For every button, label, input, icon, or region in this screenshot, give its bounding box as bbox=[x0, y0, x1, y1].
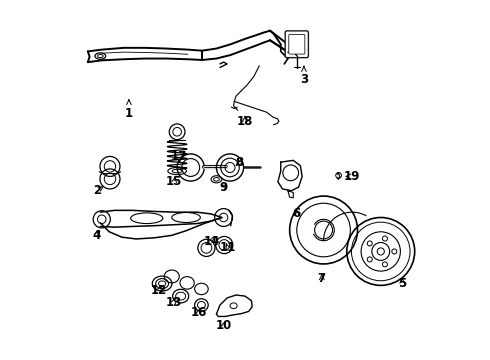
Text: 5: 5 bbox=[398, 277, 406, 290]
Text: 17: 17 bbox=[171, 150, 187, 163]
Text: 1: 1 bbox=[125, 100, 133, 120]
Text: 2: 2 bbox=[93, 184, 103, 197]
Text: 18: 18 bbox=[237, 114, 253, 127]
Text: 15: 15 bbox=[166, 175, 182, 188]
Text: 3: 3 bbox=[300, 66, 308, 86]
Text: 9: 9 bbox=[220, 181, 228, 194]
Text: 12: 12 bbox=[151, 284, 168, 297]
Text: 13: 13 bbox=[166, 296, 182, 309]
Text: 19: 19 bbox=[344, 170, 360, 183]
Text: 14: 14 bbox=[204, 235, 221, 248]
Text: 11: 11 bbox=[220, 241, 236, 255]
Text: 4: 4 bbox=[93, 229, 101, 242]
FancyBboxPatch shape bbox=[285, 31, 308, 58]
FancyBboxPatch shape bbox=[289, 35, 305, 54]
Text: 8: 8 bbox=[236, 156, 244, 168]
Text: 10: 10 bbox=[216, 319, 232, 332]
Text: 7: 7 bbox=[318, 272, 326, 285]
Text: 16: 16 bbox=[191, 306, 207, 319]
Text: 6: 6 bbox=[293, 207, 301, 220]
